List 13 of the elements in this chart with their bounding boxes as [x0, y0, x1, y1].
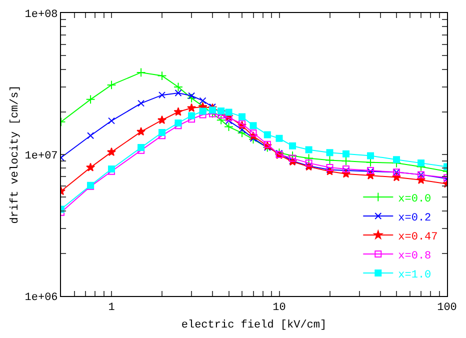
y-tick-label: 1e+07 — [24, 150, 58, 162]
legend-label: x=0.2 — [398, 212, 432, 224]
x-tick-label: 10 — [272, 302, 286, 314]
y-tick-label: 1e+08 — [24, 8, 58, 21]
x-tick-label: 1 — [108, 302, 116, 314]
legend-label: x=0.8 — [398, 250, 432, 262]
legend-label: x=1.0 — [398, 269, 432, 282]
legend-label: x=0.0 — [398, 193, 432, 206]
y-tick-label: 1e+06 — [24, 292, 58, 304]
legend-label: x=0.47 — [398, 231, 438, 244]
y-axis-title: drift velocity [cm/s] — [9, 85, 22, 224]
x-tick-label: 100 — [437, 302, 457, 314]
x-axis-title: electric field [kV/cm] — [181, 319, 327, 332]
